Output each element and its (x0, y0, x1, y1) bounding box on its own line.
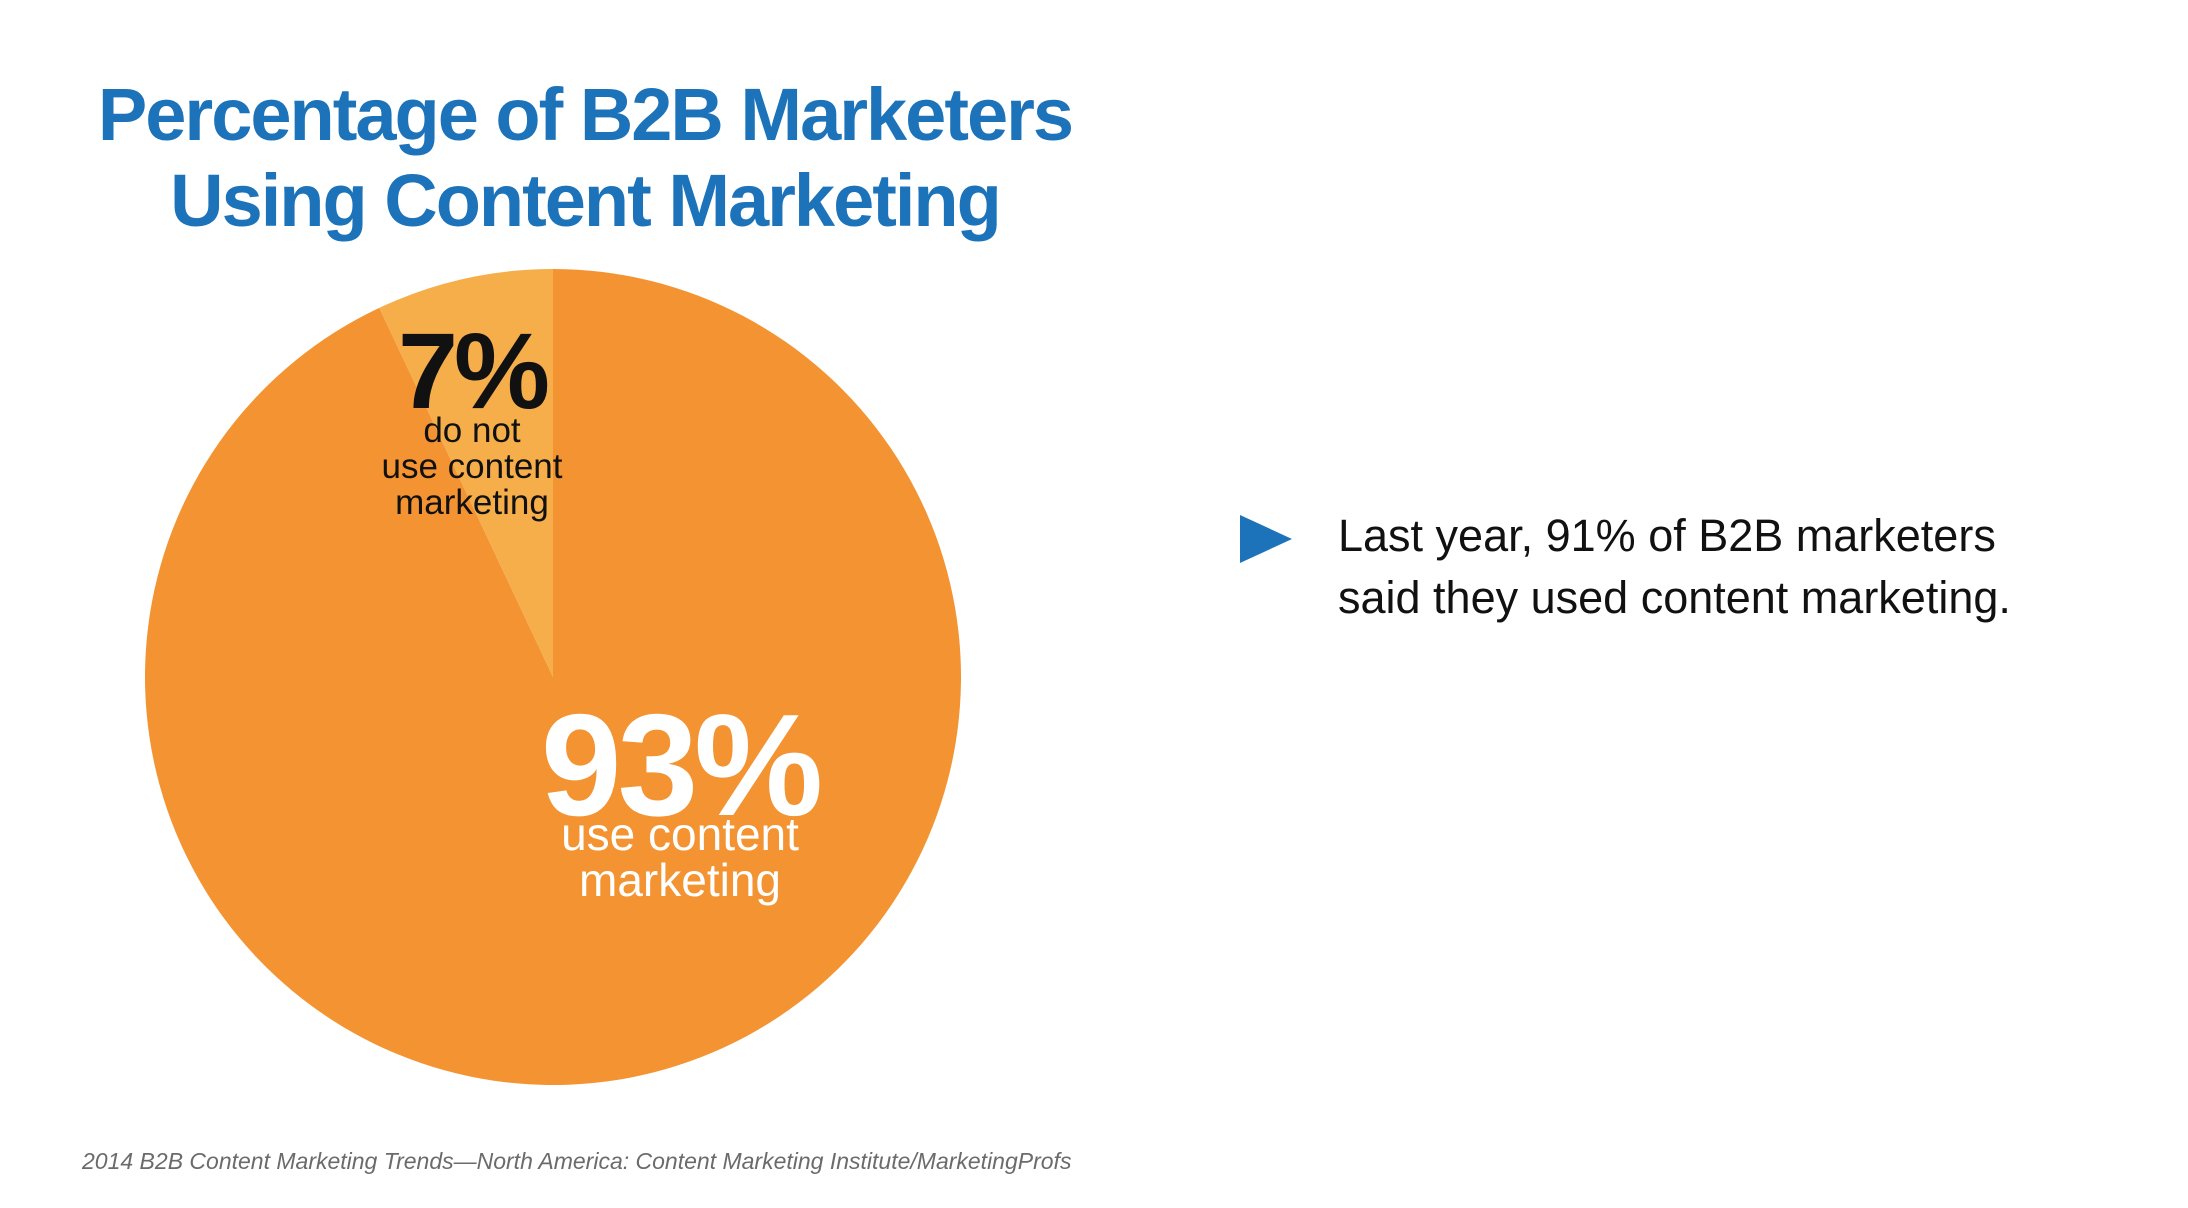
slice-description-93-line-2: marketing (579, 854, 781, 906)
slice-description-7-line-3: marketing (395, 483, 549, 522)
chart-title: Percentage of B2B Marketers Using Conten… (40, 72, 1130, 244)
triangle-bullet-icon (1240, 515, 1292, 563)
chart-title-line-2: Using Content Marketing (170, 159, 1002, 242)
chart-title-line-1: Percentage of B2B Marketers (97, 73, 1074, 156)
slice-percent-label-93: 93% (541, 684, 820, 846)
slice-description-7-line-1: do not (423, 411, 521, 450)
key-insight-line-1: Last year, 91% of B2B marketers (1338, 510, 1996, 561)
slice-percent-label-7: 7% (398, 310, 548, 431)
slice-description-93-line-1: use content (561, 808, 799, 860)
slice-description-7-line-2: use content (382, 447, 563, 486)
key-insight-text: Last year, 91% of B2B marketers said the… (1338, 505, 2058, 629)
source-citation: 2014 B2B Content Marketing Trends—North … (82, 1148, 1072, 1174)
pie-slice-7pct (379, 269, 553, 677)
key-insight-line-2: said they used content marketing. (1338, 572, 2011, 623)
